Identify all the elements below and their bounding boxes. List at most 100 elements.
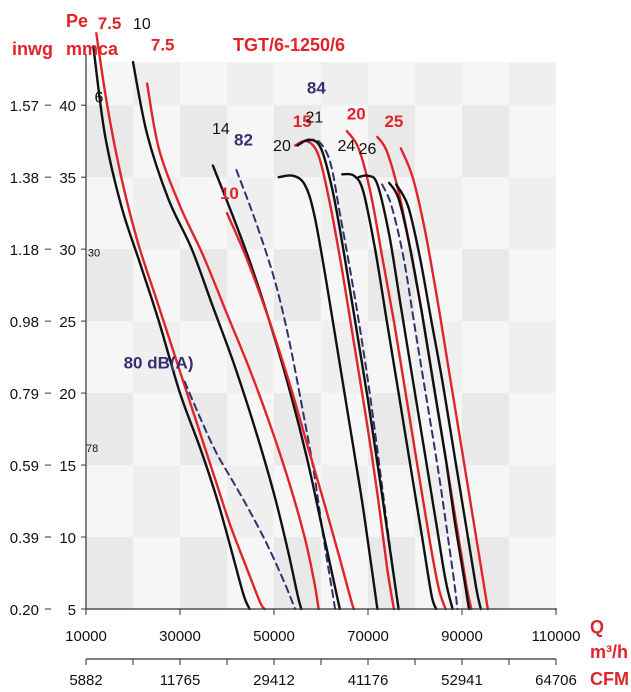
grid-cell	[133, 321, 180, 394]
cfm-tick-label: 64706	[535, 672, 577, 689]
grid-cell	[415, 62, 462, 106]
cfm-tick-label: 29412	[253, 672, 295, 689]
y-tick-label-mmca: 20	[59, 386, 76, 403]
curve-red-unlabeled-19	[399, 147, 489, 611]
curve-label: 15	[293, 112, 312, 131]
curve-label: 10	[220, 184, 239, 203]
curve-label: 82	[234, 130, 253, 149]
y-unit-inwg: inwg	[12, 39, 53, 59]
grid-cell	[227, 465, 274, 538]
x-tick-label: 10000	[65, 628, 107, 645]
grid-cell	[462, 105, 509, 178]
curve-label: 7.5	[98, 14, 122, 33]
curve-label: 84	[307, 79, 326, 98]
y-tick-label-mmca: 30	[59, 242, 76, 259]
curve-label: 25	[384, 112, 403, 131]
x-unit-q: Q	[590, 617, 604, 637]
x-unit-cfm: CFM	[590, 669, 629, 689]
curve-black-14-6	[211, 164, 341, 611]
cfm-tick-label: 52941	[441, 672, 483, 689]
chart-title: TGT/6-1250/6	[233, 35, 345, 55]
curve-red-7.5-1	[95, 32, 266, 611]
curve-black-unlabeled-18	[395, 183, 482, 611]
grid-cell	[274, 393, 321, 466]
curve-label: 26	[359, 141, 377, 158]
grid-cell	[180, 393, 227, 466]
x-tick-label: 50000	[253, 628, 295, 645]
y-tick-label-mmca: 5	[68, 602, 76, 619]
curve-black-21-11	[296, 138, 400, 611]
y-tick-label-mmca: 15	[59, 458, 76, 475]
curve-red-15-9	[293, 139, 396, 611]
grid-cell	[321, 465, 368, 538]
grid-cell	[180, 249, 227, 322]
fan-curves	[92, 32, 489, 611]
grid-cell	[509, 321, 556, 394]
x-tick-label: 70000	[347, 628, 389, 645]
plot-background-grid	[86, 62, 556, 609]
grid-cell	[415, 177, 462, 250]
grid-cell	[509, 177, 556, 250]
curve-label: 21	[305, 109, 323, 126]
y-tick-label-inwg: 0.20	[10, 602, 39, 619]
curve-label: 6	[94, 89, 103, 106]
y-tick-label-inwg: 0.98	[10, 314, 39, 331]
cfm-tick-label: 41176	[348, 672, 389, 689]
curve-label: 20	[347, 105, 366, 124]
grid-cell	[274, 249, 321, 322]
tick-labels: 5 0.20 10 0.39 15 0.59 20 0.79 25 0.98 30 1.18 35 1.3…	[10, 98, 581, 689]
curve-black-unlabeled-17	[388, 181, 471, 611]
curve-label: 24	[337, 138, 355, 155]
grid-cell	[509, 62, 556, 106]
y-unit-mmca: mmca	[66, 39, 119, 59]
x-tick-label: 90000	[441, 628, 483, 645]
y-tick-label-inwg: 0.59	[10, 458, 39, 475]
grid-cell	[227, 62, 274, 106]
y-tick-label-inwg: 1.57	[10, 98, 39, 115]
grid-cell	[86, 249, 133, 322]
grid-cell	[86, 537, 133, 609]
curve-label: 20	[273, 138, 291, 155]
x-unit-m3h: m³/h	[590, 642, 628, 662]
curve-black-6-0	[92, 46, 251, 611]
curve-navy-unlabeled-16	[381, 183, 459, 610]
y-tick-label-mmca: 35	[59, 170, 76, 187]
grid-cell	[86, 393, 133, 466]
y-tick-label-mmca: 40	[59, 98, 76, 115]
curve-black-24-12	[341, 172, 438, 611]
curve-black-20-8	[277, 174, 379, 611]
y-tick-label-mmca: 10	[59, 530, 76, 547]
cfm-tick-label: 11765	[160, 672, 201, 689]
curve-label: 7.5	[151, 35, 175, 54]
y-tick-label-inwg: 0.79	[10, 386, 39, 403]
grid-cell	[133, 62, 180, 106]
curve-red-20-13	[345, 129, 447, 611]
grid-cell	[462, 249, 509, 322]
grid-cell	[227, 177, 274, 250]
x-tick-label: 30000	[159, 628, 201, 645]
curve-navy-80dBA-4	[183, 380, 297, 610]
grid-cell	[321, 62, 368, 106]
curve-red-10-7	[225, 211, 356, 611]
grid-cell	[462, 393, 509, 466]
x-tick-label: 110000	[532, 628, 581, 645]
grid-cell	[509, 465, 556, 538]
y-tick-label-inwg: 1.38	[10, 170, 39, 187]
curve-label: 30	[88, 247, 100, 259]
cfm-tick-label: 5882	[69, 672, 102, 689]
y-unit-pe: Pe	[66, 11, 88, 31]
curve-black-10-2	[131, 60, 303, 611]
y-tick-label-inwg: 0.39	[10, 530, 39, 547]
grid-cell	[133, 465, 180, 538]
y-tick-label-mmca: 25	[59, 314, 76, 331]
curve-red-7.5-3	[145, 82, 320, 611]
curve-label: 10	[133, 16, 151, 33]
grid-cell	[180, 105, 227, 178]
curve-black-26-14	[357, 174, 454, 611]
curve-label: 80 dB(A)	[124, 354, 194, 373]
curve-navy-82-5	[235, 169, 337, 610]
curve-label: 14	[212, 121, 230, 138]
y-tick-label-inwg: 1.18	[10, 242, 39, 259]
